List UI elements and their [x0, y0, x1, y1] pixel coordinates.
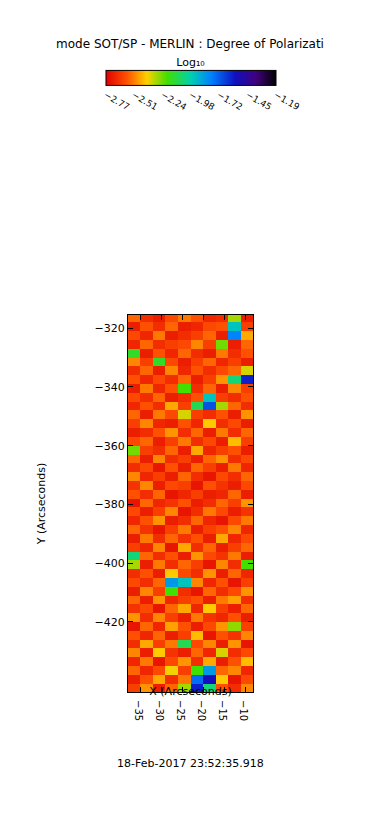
svg-text:Log₁₀: Log₁₀: [176, 56, 205, 69]
svg-text:−1.19: −1.19: [272, 90, 301, 113]
svg-text:mode SOT/SP - MERLIN : Degree: mode SOT/SP - MERLIN : Degree of Polariz…: [56, 37, 324, 51]
svg-text:18-Feb-2017 23:52:35.918: 18-Feb-2017 23:52:35.918: [117, 757, 264, 770]
svg-text:X (Arcseconds): X (Arcseconds): [149, 685, 231, 698]
svg-text:−420: −420: [95, 616, 125, 629]
svg-text:−20: −20: [196, 700, 207, 721]
svg-text:−25: −25: [175, 700, 186, 721]
svg-text:−10: −10: [238, 700, 249, 721]
svg-text:−380: −380: [95, 498, 125, 511]
svg-text:−2.24: −2.24: [159, 90, 188, 113]
svg-text:−35: −35: [133, 700, 144, 721]
svg-text:−1.98: −1.98: [187, 90, 216, 113]
svg-text:−360: −360: [95, 440, 125, 453]
svg-text:−340: −340: [95, 381, 125, 394]
svg-text:−1.72: −1.72: [215, 90, 244, 112]
svg-text:−320: −320: [95, 322, 125, 335]
svg-text:Y (Arcseconds): Y (Arcseconds): [35, 463, 48, 546]
svg-text:−30: −30: [154, 700, 165, 721]
svg-text:−2.77: −2.77: [102, 90, 131, 112]
svg-text:−1.45: −1.45: [244, 90, 273, 112]
svg-text:−15: −15: [217, 700, 228, 721]
svg-text:−400: −400: [95, 557, 125, 570]
svg-text:−2.51: −2.51: [130, 90, 159, 112]
